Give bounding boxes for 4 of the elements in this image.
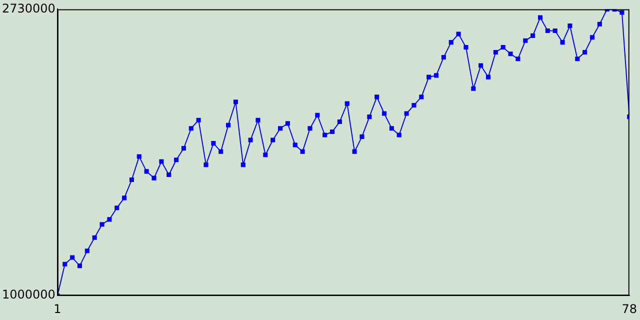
y-tick-label: 2730000 — [2, 1, 56, 16]
x-tick-label: 78 — [622, 302, 638, 316]
y-tick-label: 1000000 — [2, 288, 56, 302]
x-tick-label: 1 — [54, 302, 62, 316]
